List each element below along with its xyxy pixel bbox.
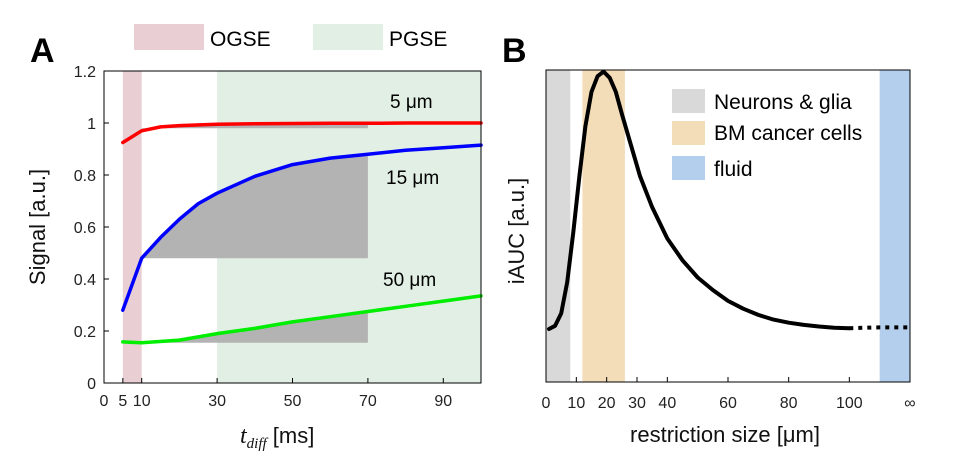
y-tick-label-a-1: 0.2 — [74, 324, 96, 341]
x-tick-label-b-0: 0 — [542, 395, 551, 412]
band-b-2 — [879, 70, 910, 382]
y-tick-label-a-4: 0.8 — [74, 168, 96, 185]
annotation-50um: 50 μm — [383, 270, 436, 291]
y-tick-label-a-0: 0 — [87, 376, 96, 393]
x-tick-label-b-7: 100 — [836, 395, 863, 412]
x-tick-label-a-3: 30 — [208, 393, 226, 410]
panel-a-xlabel: tdiff [ms] — [240, 423, 314, 452]
band-b-0 — [546, 70, 571, 382]
legend-fluid-label: fluid — [714, 158, 753, 181]
legend-fluid-swatch — [672, 156, 705, 180]
legend-bm-swatch — [672, 121, 705, 145]
x-tick-label-a-6: 90 — [434, 393, 452, 410]
x-tick-label-b-1: 10 — [567, 395, 585, 412]
legend-ogse-label: OGSE — [210, 28, 271, 51]
x-tick-label-a-4: 50 — [284, 393, 302, 410]
xlabel-t: t — [240, 423, 248, 449]
panel-b: B 0 10 20 30 40 60 80 100 ∞ Neurons & glia BM ca… — [502, 32, 916, 447]
x-tick-label-b-6: 80 — [780, 395, 798, 412]
band-a-0 — [122, 71, 142, 383]
x-tick-label-a-5: 70 — [359, 393, 377, 410]
x-tick-label-a-1: 5 — [118, 393, 127, 410]
panel-a-legend: OGSE PGSE — [134, 24, 447, 51]
x-tick-label-b-8: ∞ — [904, 395, 915, 412]
legend-pgse-swatch — [313, 24, 383, 50]
band-b-1 — [582, 70, 625, 382]
shaded-region-1 — [141, 154, 368, 259]
legend-neurons-swatch — [672, 89, 705, 113]
legend-bm-label: BM cancer cells — [714, 122, 862, 145]
legend-neurons-label: Neurons & glia — [714, 91, 852, 114]
series-line-1 — [121, 143, 483, 312]
curve-b-0 — [547, 69, 852, 331]
y-tick-label-a-3: 0.6 — [74, 220, 96, 237]
xlabel-sub: diff — [247, 436, 269, 452]
panel-b-ylabel: iAUC [a.u.] — [504, 178, 529, 284]
panel-b-xlabel: restriction size [μm] — [630, 422, 820, 447]
x-tick-label-b-4: 40 — [658, 395, 676, 412]
panel-a-label: A — [30, 32, 55, 70]
x-tick-label-b-5: 60 — [719, 395, 737, 412]
x-tick-label-b-2: 20 — [598, 395, 616, 412]
curve-b-1 — [849, 325, 910, 331]
x-tick-label-b-3: 30 — [628, 395, 646, 412]
panel-b-legend: Neurons & glia BM cancer cells fluid — [672, 89, 862, 181]
panel-b-lines — [547, 69, 910, 331]
panel-b-label: B — [502, 32, 527, 70]
panel-b-bands — [546, 70, 910, 382]
panel-b-ticks: 0 10 20 30 40 60 80 100 ∞ — [542, 377, 916, 412]
panel-a-ylabel: Signal [a.u.] — [25, 169, 50, 285]
y-tick-label-a-2: 0.4 — [74, 272, 96, 289]
panel-a-lines — [121, 121, 483, 345]
legend-ogse-swatch — [134, 24, 204, 50]
x-tick-label-a-0: 0 — [100, 393, 109, 410]
y-tick-label-a-6: 1.2 — [74, 64, 96, 81]
annotation-5um: 5 μm — [390, 92, 433, 113]
annotation-15um: 15 μm — [386, 168, 439, 189]
panel-a: A OGSE PGSE 0 5 10 30 50 70 9000.20.40.60.811.… — [25, 24, 483, 452]
x-tick-label-a-2: 10 — [133, 393, 151, 410]
series-line-2 — [121, 294, 483, 345]
legend-pgse-label: PGSE — [389, 28, 447, 51]
xlabel-unit: [ms] — [267, 423, 315, 448]
y-tick-label-a-5: 1 — [87, 116, 96, 133]
series-line-0 — [121, 121, 483, 145]
